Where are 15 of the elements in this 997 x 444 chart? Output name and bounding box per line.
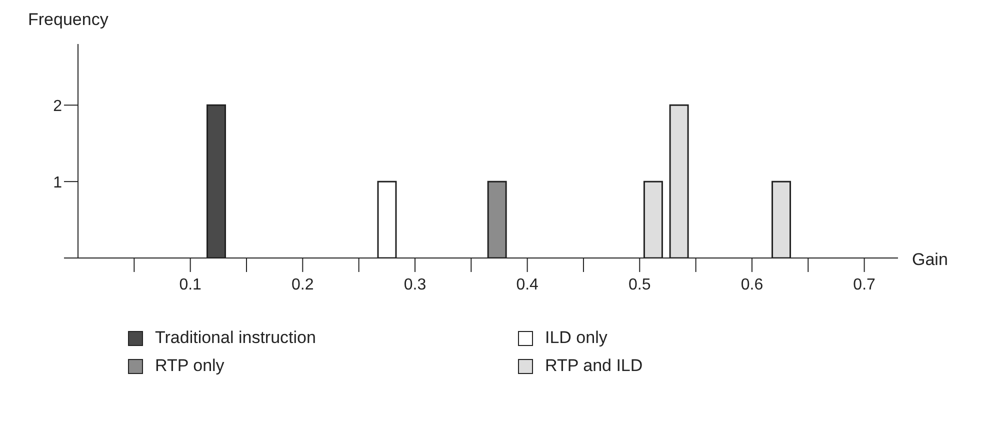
x-tick-label: 0.1 [179, 276, 202, 294]
legend-label: RTP only [155, 356, 224, 376]
legend-label: Traditional instruction [155, 328, 316, 348]
x-tick-label: 0.6 [740, 276, 764, 294]
x-tick-label: 0.2 [292, 276, 314, 294]
legend-label: RTP and ILD [545, 356, 643, 376]
x-tick-label: 0.7 [853, 276, 876, 294]
x-axis-title: Gain [912, 250, 948, 270]
legend-label: ILD only [545, 328, 608, 348]
y-tick-label: 1 [53, 174, 62, 192]
y-axis-title: Frequency [28, 10, 108, 30]
y-tick-label: 2 [53, 98, 62, 115]
x-tick-label: 0.3 [404, 276, 426, 294]
x-tick-label: 0.5 [628, 276, 651, 294]
x-tick-label: 0.4 [516, 276, 539, 294]
